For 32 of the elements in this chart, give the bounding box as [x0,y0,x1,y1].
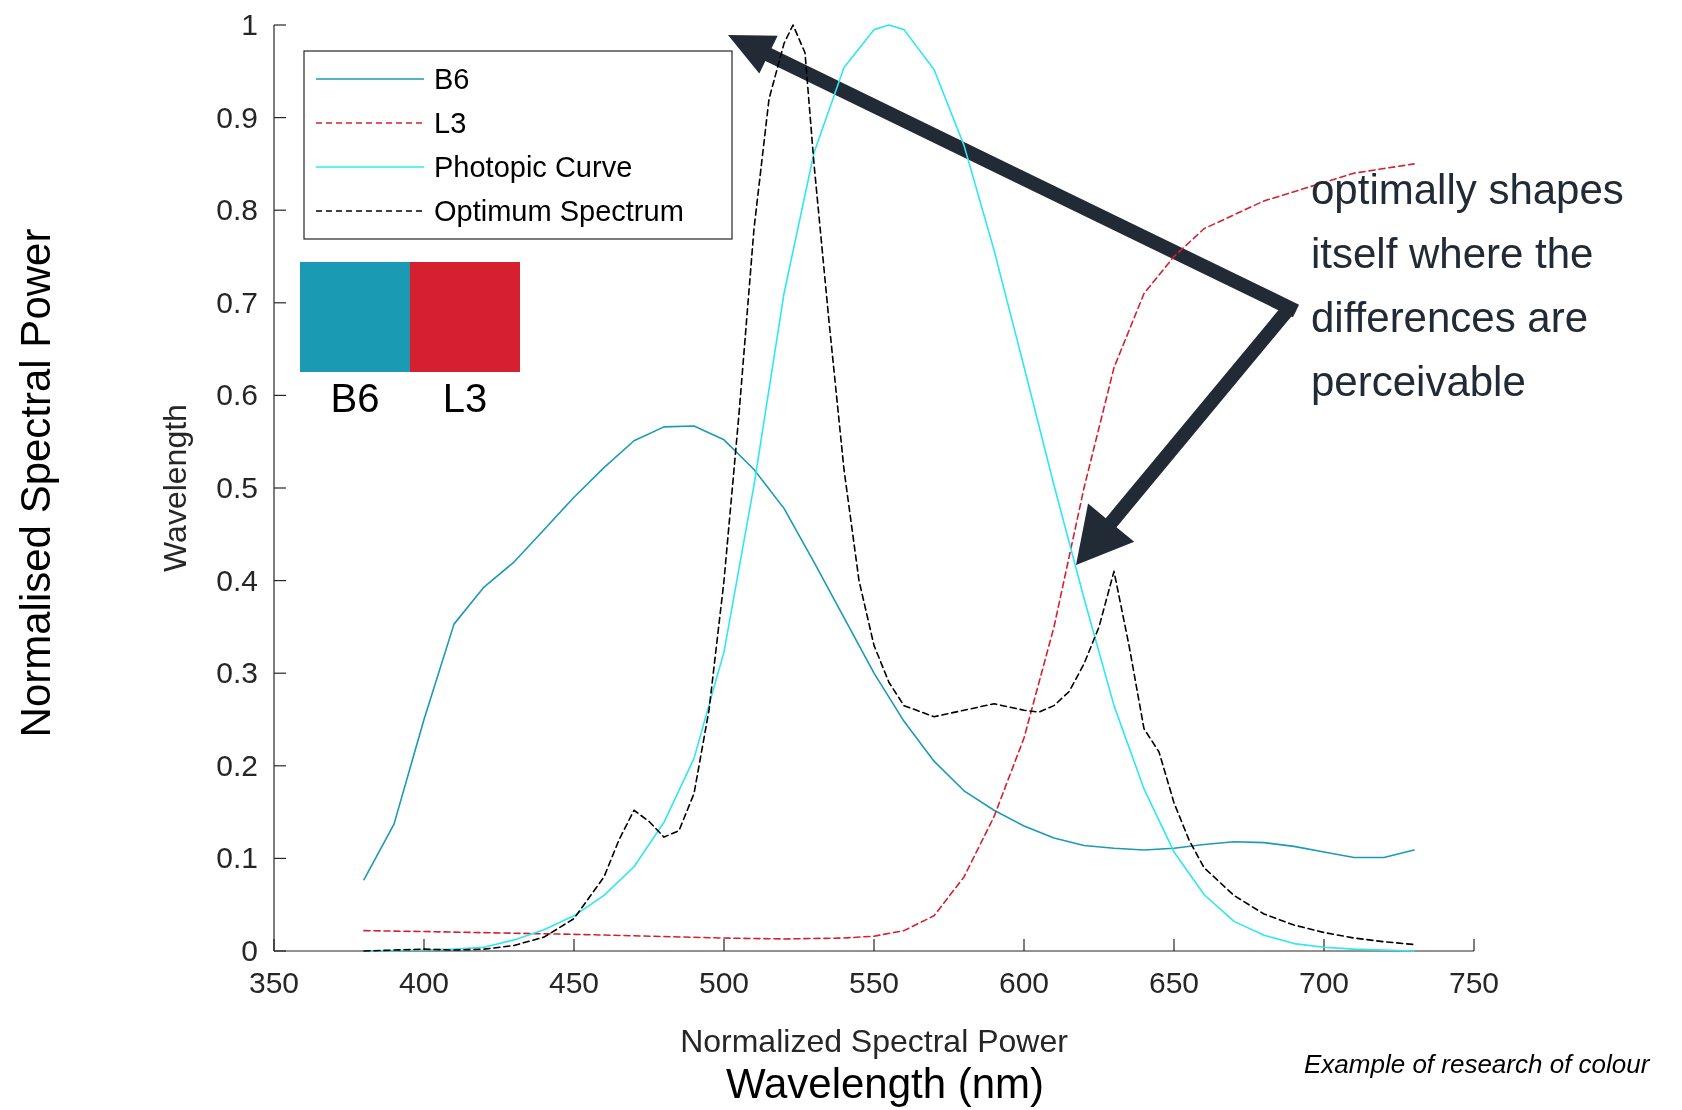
legend-label: Optimum Spectrum [434,195,684,227]
legend-label: L3 [434,107,467,139]
x-axis-title: Normalized Spectral Power [680,1023,1069,1059]
y-axis-title: Wavelength [157,404,193,572]
y-tick-label: 0.7 [216,285,258,319]
legend-label: Photopic Curve [434,151,633,183]
y-tick-label: 0.6 [216,378,258,412]
line-series [363,425,1415,881]
text: Wavelength (nm) [725,1060,1045,1107]
text: Normalised Spectral Power [12,228,59,738]
y-tick-label: 0.1 [216,841,258,875]
swatch-block: B6 L3 [300,262,520,420]
x-tick-label: 600 [998,966,1050,999]
y-tick-label: 0 [241,934,258,967]
text: Example of research of colour [1304,1049,1651,1079]
y-tick-label: 0.5 [216,471,258,504]
x-tick-label: 450 [548,966,600,999]
y-tick-label: 1 [241,8,258,41]
annotation: optimally shapes itself where the differences are perceivable [1311,166,1624,405]
y-tick-label: 0.8 [216,193,258,227]
y-tick-label: 0.2 [216,748,258,782]
y-tick-label: 0.3 [216,656,258,690]
x-tick-label: 500 [698,966,750,999]
x-tick-label: 350 [248,966,300,999]
y-tick-label: 0.9 [216,100,258,134]
x-tick-label: 650 [1148,966,1200,999]
x-tick-label: 400 [398,966,450,999]
y-tick-label: 0.4 [216,563,258,597]
legend-label: B6 [434,63,470,95]
x-tick-label: 750 [1448,966,1500,999]
x-tick-label: 550 [848,966,900,999]
x-tick-label: 700 [1298,966,1350,999]
